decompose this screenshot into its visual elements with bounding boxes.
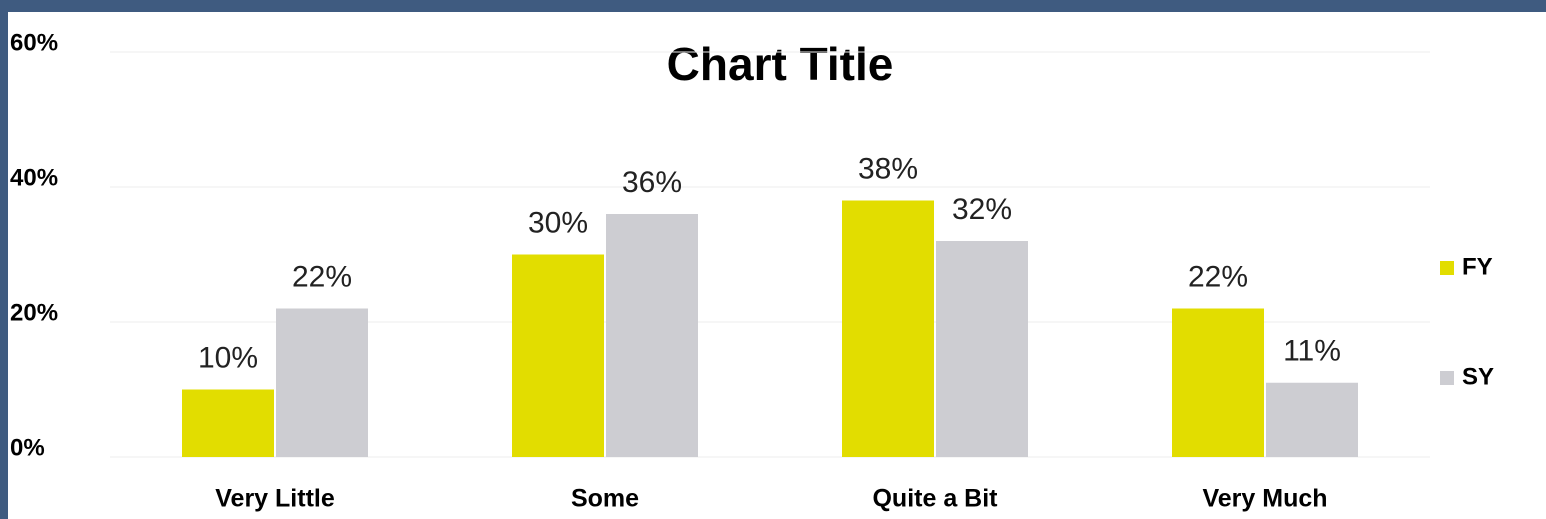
y-tick-label: 0%: [10, 434, 45, 461]
bar: [512, 254, 604, 457]
frame-left: [0, 0, 8, 519]
data-label: 11%: [1283, 335, 1341, 368]
bar: [606, 214, 698, 457]
bar: [936, 241, 1028, 457]
data-label: 32%: [952, 193, 1012, 226]
y-tick-label: 40%: [10, 164, 58, 191]
bar: [276, 308, 368, 457]
data-label: 22%: [1188, 260, 1248, 293]
frame-top: [0, 0, 1546, 12]
data-label: 36%: [622, 166, 682, 199]
legend-swatch: [1440, 371, 1454, 385]
bar: [182, 389, 274, 457]
data-label: 10%: [198, 341, 258, 374]
bar: [842, 200, 934, 457]
legend-swatch: [1440, 261, 1454, 275]
bar: [1266, 382, 1358, 457]
x-tick-label: Very Little: [215, 485, 335, 513]
chart-title: Chart Title: [667, 38, 894, 90]
y-tick-label: 20%: [10, 299, 58, 326]
x-tick-label: Quite a Bit: [872, 485, 998, 513]
x-tick-label: Very Much: [1202, 485, 1327, 513]
legend-label: FY: [1462, 253, 1493, 280]
data-label: 22%: [292, 260, 352, 293]
data-label: 38%: [858, 152, 918, 185]
x-tick-label: Some: [571, 485, 639, 513]
y-tick-label: 60%: [10, 29, 58, 56]
legend-label: SY: [1462, 363, 1494, 390]
bar: [1172, 308, 1264, 457]
data-label: 30%: [528, 206, 588, 239]
